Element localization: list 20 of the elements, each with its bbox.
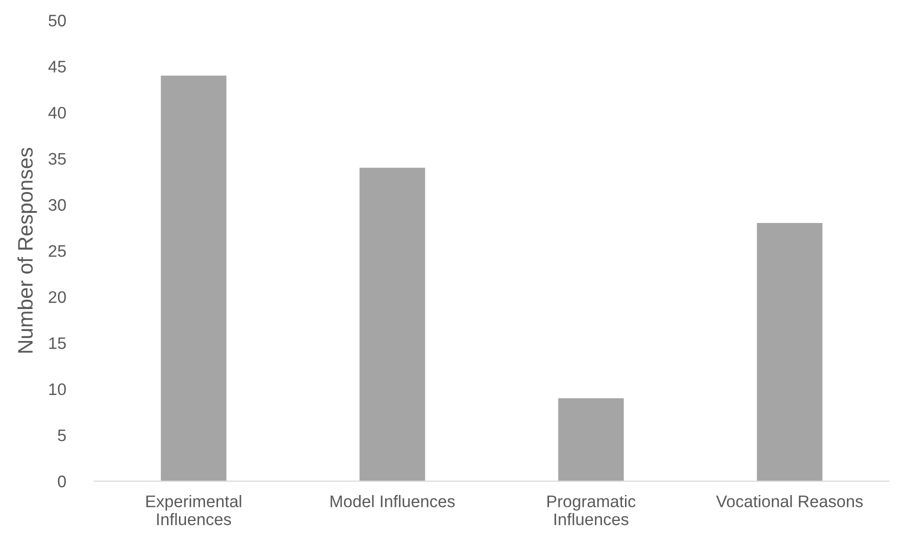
- y-tick-label: 30: [48, 199, 66, 211]
- y-tick-label: 20: [48, 291, 66, 303]
- y-tick-label: 25: [48, 245, 66, 257]
- y-tick-label: 50: [48, 14, 66, 26]
- y-tick-label: 15: [49, 337, 66, 350]
- bar: [756, 223, 822, 482]
- y-tick-label: 0: [58, 476, 66, 488]
- bar: [160, 76, 226, 482]
- y-tick-label: 45: [48, 60, 66, 73]
- y-tick-label: 35: [48, 152, 66, 165]
- y-tick-label: 10: [49, 383, 66, 396]
- x-tick-label: Experimental Influences: [146, 495, 242, 526]
- bar: [360, 168, 426, 482]
- y-tick-label: 40: [48, 106, 66, 119]
- y-tick-label: 5: [58, 430, 66, 442]
- x-tick-label: Vocational Reasons: [716, 495, 863, 508]
- x-tick-label: Programatic Influences: [547, 495, 636, 526]
- y-axis-title: Number of Responses: [17, 148, 37, 353]
- bar: [558, 398, 624, 482]
- x-tick-label: Model Influences: [330, 495, 455, 508]
